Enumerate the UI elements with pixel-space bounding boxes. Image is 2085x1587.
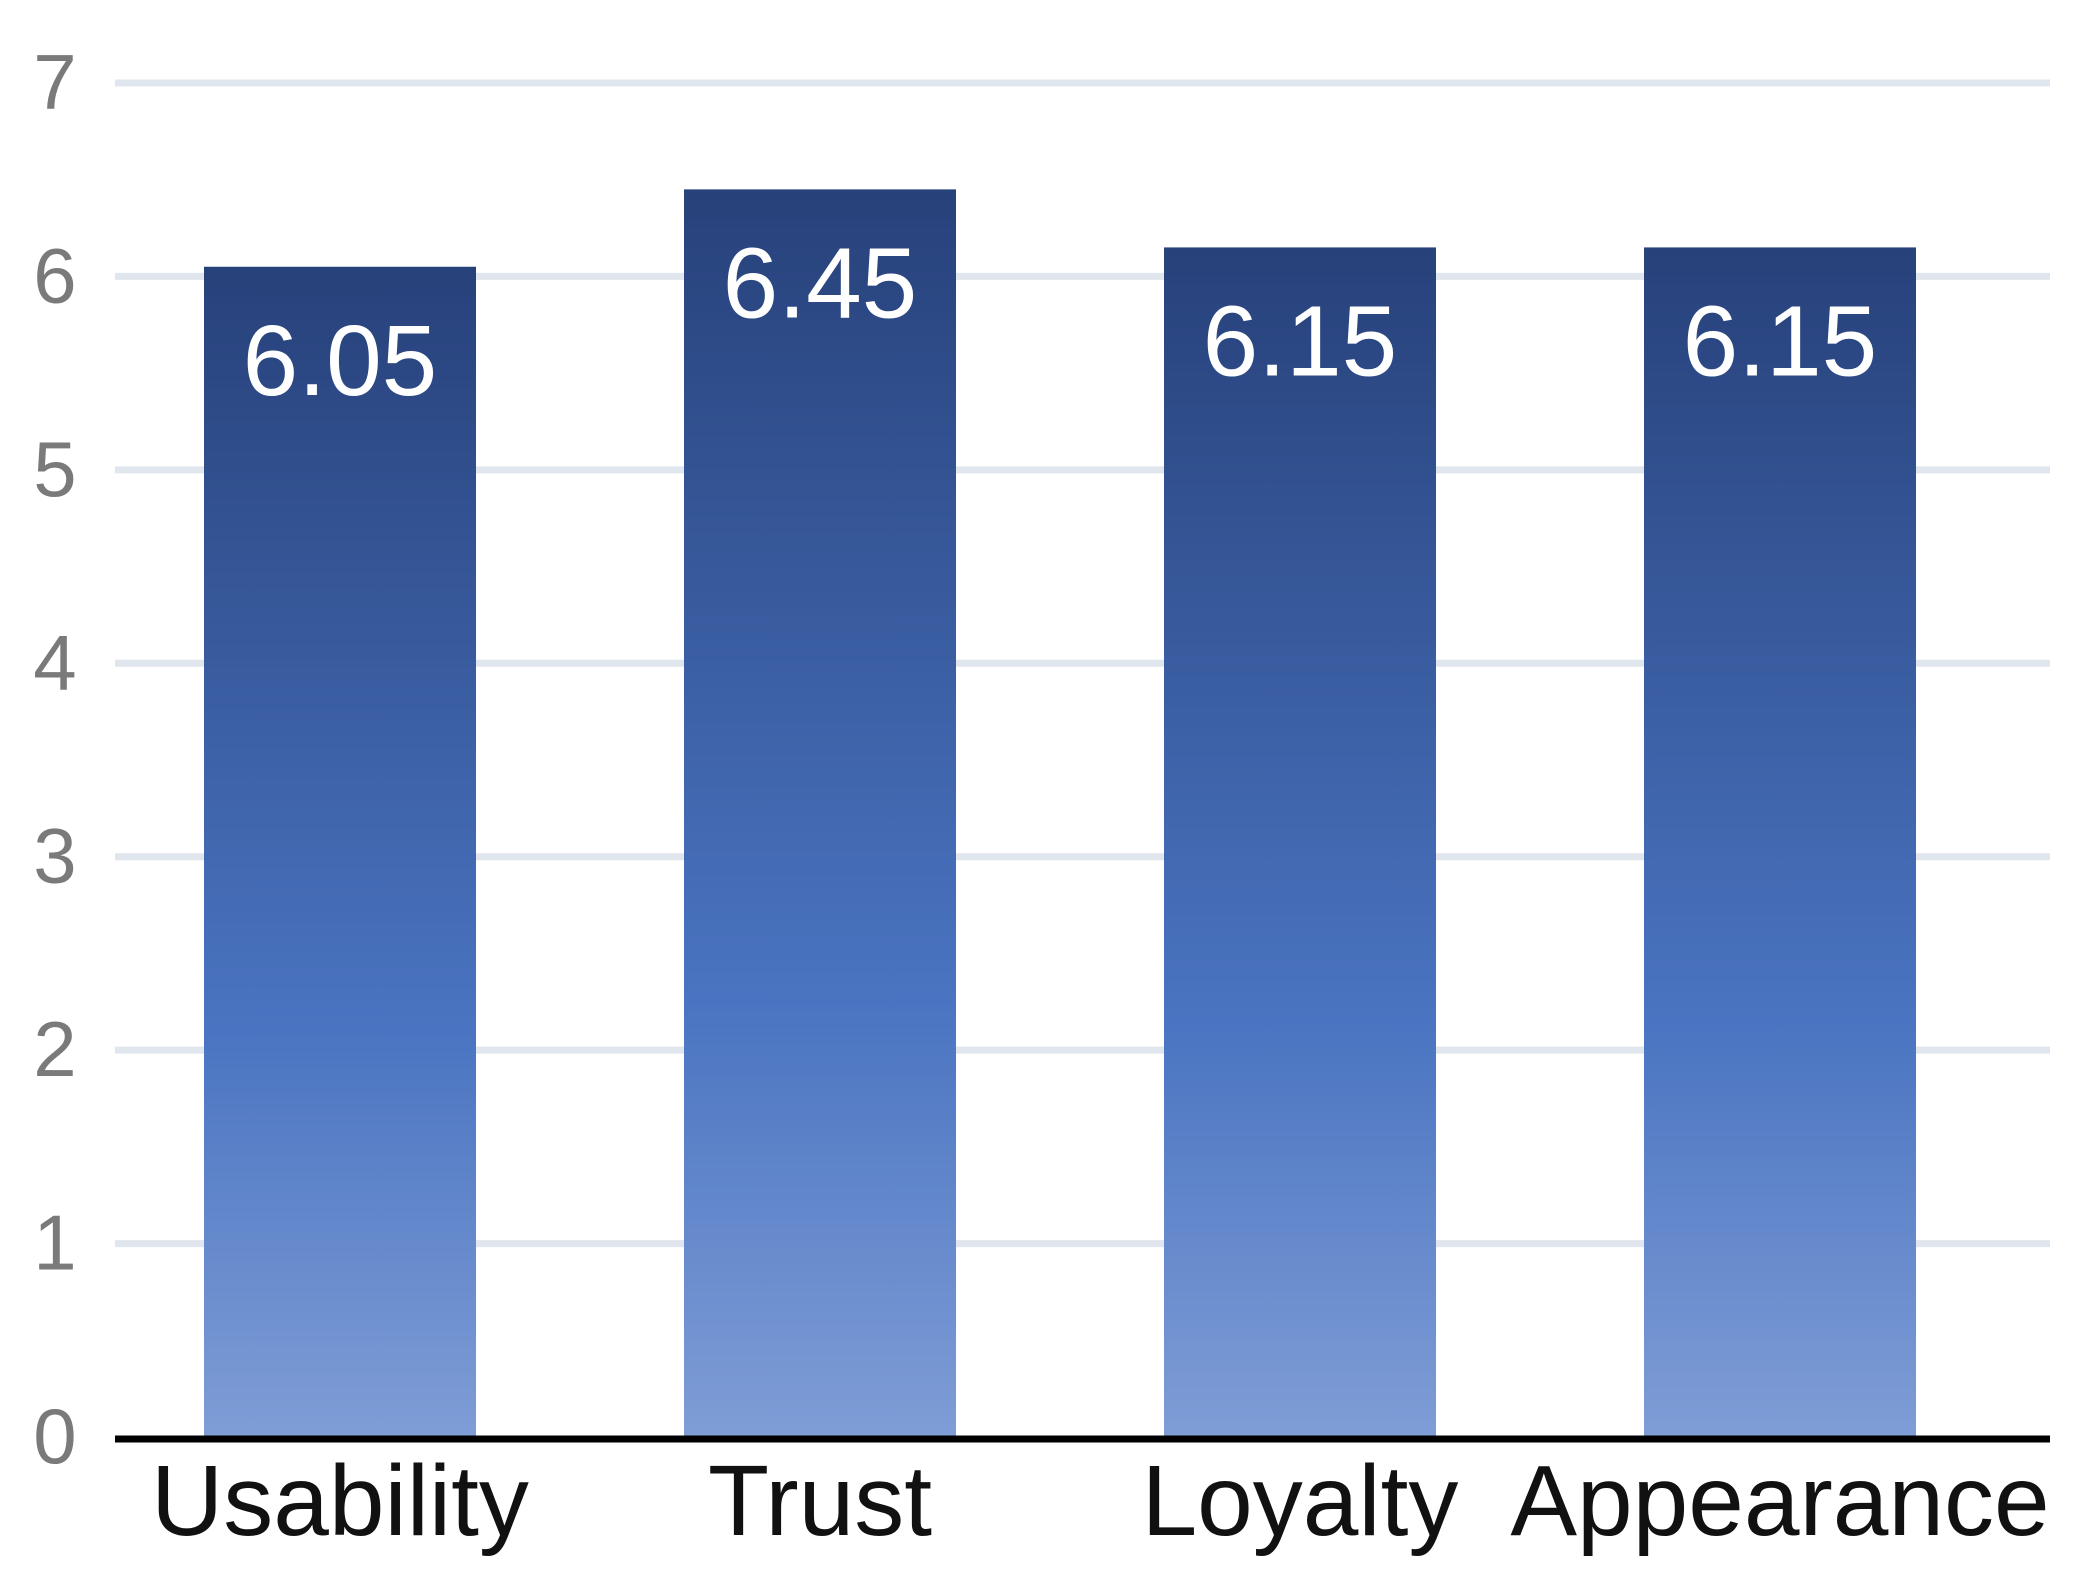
y-tick-label: 4: [33, 618, 76, 706]
category-label-trust: Trust: [708, 1445, 932, 1557]
data-label-trust: 6.45: [723, 227, 918, 339]
bar-usability: [204, 266, 476, 1438]
y-tick-label: 3: [33, 812, 76, 900]
bars: [204, 189, 1916, 1438]
category-label-usability: Usability: [151, 1445, 529, 1557]
y-axis-ticks: 0 1 2 3 4 5 6 7: [33, 38, 76, 1480]
y-tick-label: 6: [33, 231, 76, 319]
bar-loyalty: [1164, 247, 1436, 1437]
y-tick-label: 1: [33, 1199, 76, 1287]
category-label-appearance: Appearance: [1510, 1445, 2049, 1557]
data-labels: 6.05 6.45 6.15 6.15: [243, 227, 1878, 416]
x-axis-categories: Usability Trust Loyalty Appearance: [151, 1445, 2050, 1557]
data-label-appearance: 6.15: [1683, 285, 1878, 397]
data-label-loyalty: 6.15: [1203, 285, 1398, 397]
bar-appearance: [1644, 247, 1916, 1437]
y-tick-label: 0: [33, 1392, 76, 1480]
y-tick-label: 7: [33, 38, 76, 126]
bar-trust: [684, 189, 956, 1437]
y-tick-label: 2: [33, 1005, 76, 1093]
y-tick-label: 5: [33, 425, 76, 513]
category-label-loyalty: Loyalty: [1142, 1445, 1459, 1557]
data-label-usability: 6.05: [243, 305, 438, 417]
